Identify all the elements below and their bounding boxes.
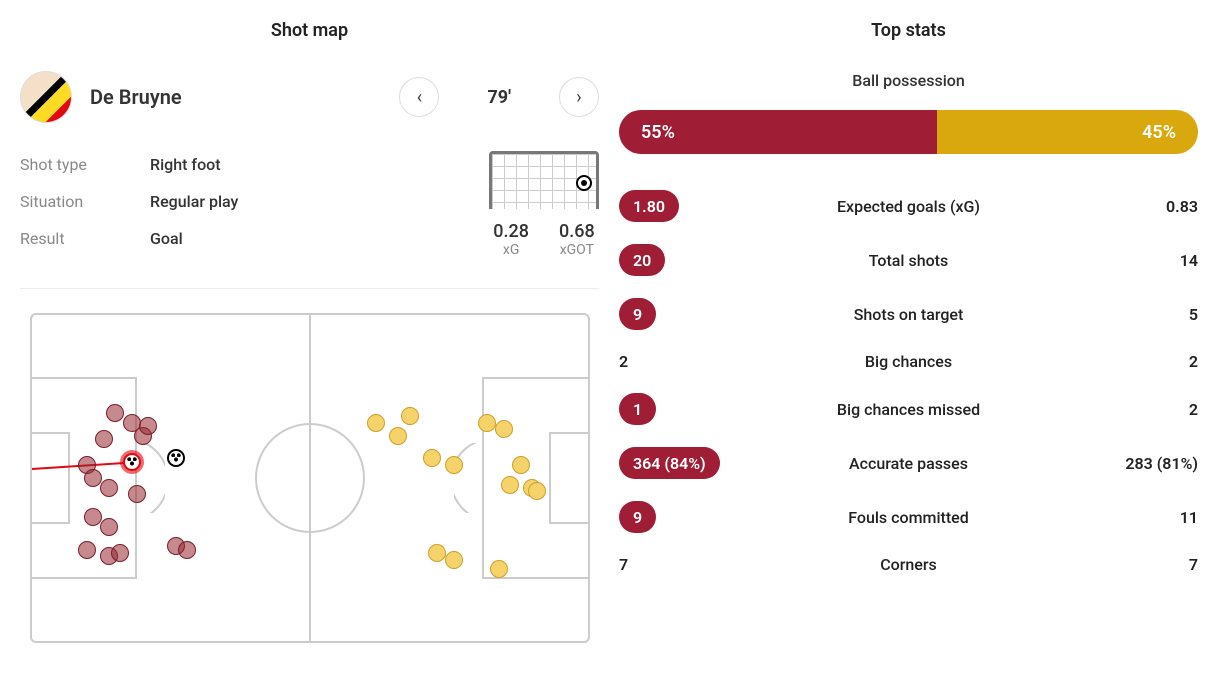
shot-marker[interactable] — [111, 544, 129, 562]
goal-widget: 0.28 xG 0.68 xGOT — [489, 151, 599, 258]
top-stats-title: Top stats — [619, 20, 1198, 41]
shot-marker[interactable] — [367, 414, 385, 432]
detail-label: Situation — [20, 192, 130, 211]
pitch-wrap — [20, 313, 599, 679]
stat-value-team-a: 1 — [619, 393, 656, 425]
detail-value: Goal — [150, 229, 183, 248]
player-avatar — [20, 71, 72, 123]
divider — [20, 288, 599, 289]
shot-marker[interactable] — [128, 485, 146, 503]
shot-marker[interactable] — [495, 420, 513, 438]
shot-marker[interactable] — [445, 456, 463, 474]
stat-row: 20 Total shots14 — [619, 244, 1198, 276]
detail-row: Shot type Right foot — [20, 155, 238, 174]
xg-value: 0.28 — [493, 221, 529, 242]
next-shot-button[interactable]: › — [559, 77, 599, 117]
shot-marker[interactable] — [389, 427, 407, 445]
stat-row: 364 (84%) Accurate passes283 (81%) — [619, 447, 1198, 479]
stat-value-team-b: 11 — [1088, 508, 1198, 527]
top-stats-panel: Top stats Ball possession 55% 45% 1.80 Ex… — [619, 10, 1198, 679]
stat-label: Big chances — [729, 352, 1088, 371]
detail-label: Result — [20, 229, 130, 248]
shot-marker-goal[interactable] — [167, 449, 185, 467]
shot-marker[interactable] — [106, 404, 124, 422]
xgot-label: xGOT — [559, 242, 595, 258]
shot-marker[interactable] — [139, 417, 157, 435]
possession-bar: 55% 45% — [619, 110, 1198, 154]
shot-map-panel: Shot map De Bruyne ‹ 79' › Shot type Righ… — [20, 10, 599, 679]
stat-value-team-a: 364 (84%) — [619, 447, 720, 479]
shot-marker-goal[interactable] — [123, 453, 141, 471]
shot-marker[interactable] — [100, 518, 118, 536]
stat-row: 9 Shots on target5 — [619, 298, 1198, 330]
shot-marker[interactable] — [423, 449, 441, 467]
stat-label: Corners — [729, 555, 1088, 574]
stat-value-team-a: 7 — [619, 555, 628, 574]
detail-label: Shot type — [20, 155, 130, 174]
stat-value-team-a: 1.80 — [619, 190, 679, 222]
shot-map-title: Shot map — [20, 20, 599, 41]
stat-label: Accurate passes — [729, 454, 1088, 473]
stat-row: 9 Fouls committed11 — [619, 501, 1198, 533]
stat-row: 2Big chances2 — [619, 352, 1198, 371]
detail-value: Right foot — [150, 155, 221, 174]
stat-value-team-a: 9 — [619, 501, 656, 533]
xgot-value: 0.68 — [559, 221, 595, 242]
possession-team-a: 55% — [619, 110, 937, 154]
stat-value-team-a: 20 — [619, 244, 665, 276]
shot-marker[interactable] — [512, 456, 530, 474]
stat-value-team-b: 14 — [1088, 251, 1198, 270]
shot-marker[interactable] — [428, 544, 446, 562]
stat-row: 1 Big chances missed2 — [619, 393, 1198, 425]
shot-minute: 79' — [487, 87, 511, 108]
shot-marker[interactable] — [445, 551, 463, 569]
shot-marker[interactable] — [95, 430, 113, 448]
prev-shot-button[interactable]: ‹ — [399, 77, 439, 117]
possession-label: Ball possession — [619, 71, 1198, 90]
stat-label: Fouls committed — [729, 508, 1088, 527]
player-name: De Bruyne — [90, 85, 182, 109]
player-header: De Bruyne ‹ 79' › — [20, 71, 599, 123]
goal-frame — [489, 151, 599, 209]
detail-row: Situation Regular play — [20, 192, 238, 211]
shot-marker[interactable] — [501, 476, 519, 494]
stats-list: 1.80 Expected goals (xG)0.83 20 Total shots… — [619, 190, 1198, 596]
goal-shot-marker — [576, 175, 592, 191]
shot-marker[interactable] — [178, 541, 196, 559]
possession-team-b: 45% — [937, 110, 1198, 154]
stat-value-team-a: 9 — [619, 298, 656, 330]
detail-value: Regular play — [150, 192, 238, 211]
stat-label: Big chances missed — [729, 400, 1088, 419]
shot-marker[interactable] — [100, 479, 118, 497]
stat-value-team-b: 2 — [1088, 352, 1198, 371]
stat-value-team-a: 2 — [619, 352, 628, 371]
stat-value-team-b: 2 — [1088, 400, 1198, 419]
stat-label: Shots on target — [729, 305, 1088, 324]
stat-value-team-b: 283 (81%) — [1088, 454, 1198, 473]
xg-col: 0.28 xG — [493, 221, 529, 258]
shot-marker[interactable] — [478, 414, 496, 432]
xgot-col: 0.68 xGOT — [559, 221, 595, 258]
shot-marker[interactable] — [490, 560, 508, 578]
shot-detail-block: Shot type Right foot Situation Regular play… — [20, 151, 599, 258]
stat-row: 1.80 Expected goals (xG)0.83 — [619, 190, 1198, 222]
stat-row: 7Corners7 — [619, 555, 1198, 574]
stat-value-team-b: 0.83 — [1088, 197, 1198, 216]
shot-marker[interactable] — [528, 482, 546, 500]
stat-value-team-b: 5 — [1088, 305, 1198, 324]
stat-label: Total shots — [729, 251, 1088, 270]
xg-label: xG — [493, 242, 529, 258]
detail-row: Result Goal — [20, 229, 238, 248]
stat-label: Expected goals (xG) — [729, 197, 1088, 216]
shot-marker[interactable] — [401, 407, 419, 425]
pitch[interactable] — [30, 313, 590, 643]
shot-marker[interactable] — [84, 508, 102, 526]
stat-value-team-b: 7 — [1088, 555, 1198, 574]
shot-marker[interactable] — [84, 469, 102, 487]
shot-marker[interactable] — [78, 541, 96, 559]
shot-detail-rows: Shot type Right foot Situation Regular play… — [20, 151, 238, 258]
